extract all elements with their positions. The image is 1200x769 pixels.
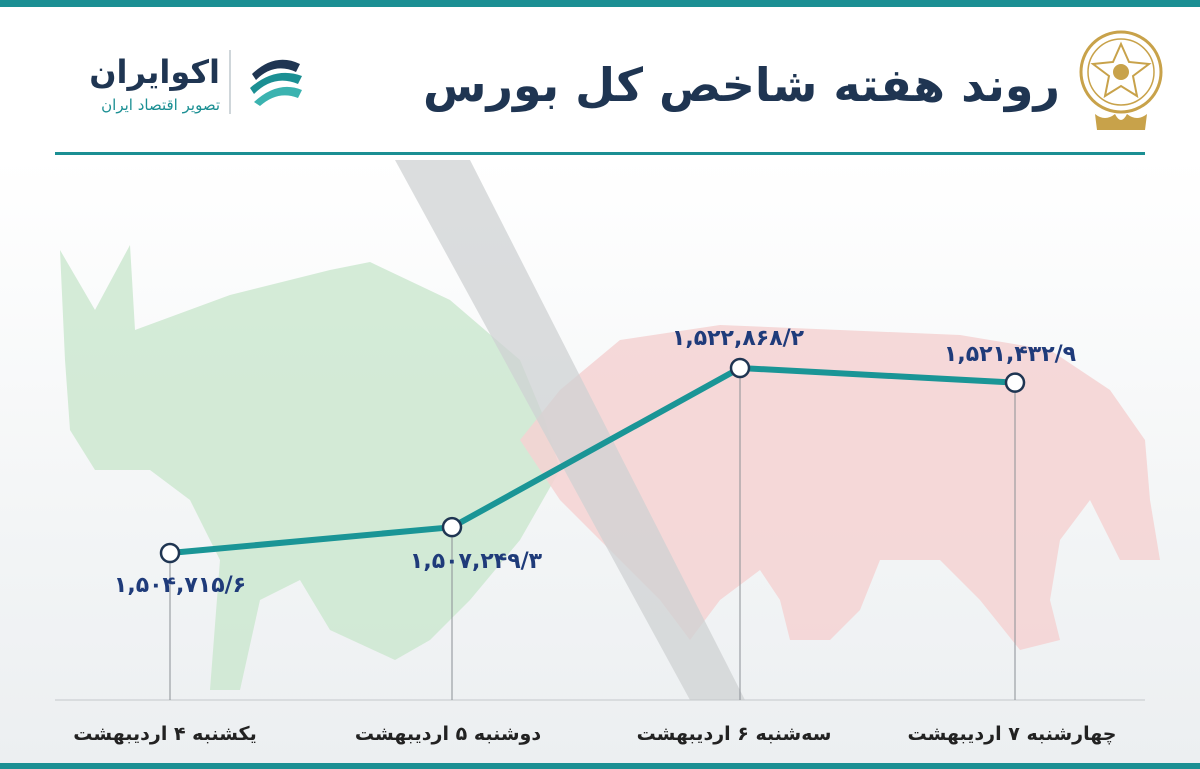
logo-tagline: تصویر اقتصاد ایران <box>101 96 220 114</box>
data-point-1 <box>159 542 181 564</box>
series-line <box>167 365 1018 556</box>
chart-decoration <box>60 160 1160 700</box>
data-label-2: ۱,۵۰۷,۲۴۹/۳ <box>410 549 543 574</box>
data-point-2 <box>441 516 463 538</box>
diagonal-shard <box>395 160 745 700</box>
logo-name: اکوایران <box>89 53 220 91</box>
x-tick-label-4: چهارشنبه ۷ اردیبهشت <box>908 723 1117 745</box>
bull-silhouette <box>60 245 560 690</box>
logo-divider <box>229 50 231 114</box>
bear-silhouette <box>520 325 1160 650</box>
x-tick-label-3: سه‌شنبه ۶ اردیبهشت <box>637 723 832 745</box>
data-point-3 <box>729 357 751 379</box>
data-label-1: ۱,۵۰۴,۷۱۵/۶ <box>114 573 246 598</box>
data-label-3: ۱,۵۲۲,۸۶۸/۲ <box>672 326 805 351</box>
stock-exchange-seal-icon <box>1079 30 1163 130</box>
data-label-4: ۱,۵۲۱,۴۳۲/۹ <box>944 342 1076 367</box>
top-frame-bar <box>0 0 1200 7</box>
bottom-frame-bar <box>0 763 1200 769</box>
ecoiran-logo-icon <box>242 48 308 114</box>
data-point-4 <box>1004 372 1026 393</box>
x-tick-label-1: یکشنبه ۴ اردیبهشت <box>73 723 256 745</box>
x-tick-label-2: دوشنبه ۵ اردیبهشت <box>355 723 541 745</box>
page-title: روند هفته شاخص کل بورس <box>423 58 1060 112</box>
header-divider <box>55 152 1145 155</box>
